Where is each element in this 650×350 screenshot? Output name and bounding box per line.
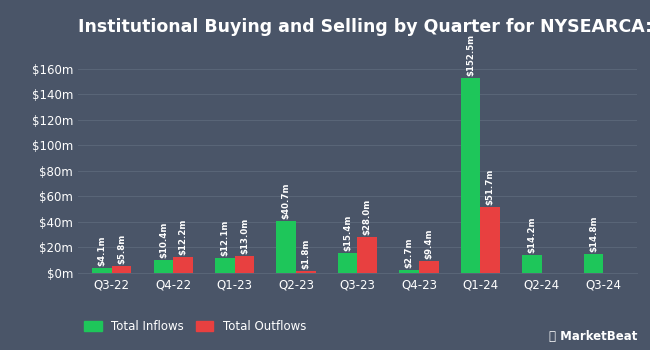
Bar: [584, 254, 603, 273]
Text: $14.2m: $14.2m: [527, 216, 536, 253]
Text: ⼿ MarketBeat: ⼿ MarketBeat: [549, 330, 637, 343]
Bar: [215, 258, 235, 273]
Text: $5.8m: $5.8m: [117, 233, 126, 264]
Text: $14.8m: $14.8m: [589, 216, 598, 252]
Text: $15.4m: $15.4m: [343, 215, 352, 251]
Text: $2.7m: $2.7m: [404, 237, 413, 268]
Bar: [235, 257, 254, 273]
Text: $1.8m: $1.8m: [302, 238, 311, 269]
Text: $152.5m: $152.5m: [466, 34, 475, 76]
Bar: [399, 270, 419, 273]
Bar: [153, 260, 173, 273]
Bar: [461, 78, 480, 273]
Legend: Total Inflows, Total Outflows: Total Inflows, Total Outflows: [84, 320, 306, 333]
Bar: [296, 271, 316, 273]
Text: $10.4m: $10.4m: [159, 222, 168, 258]
Bar: [480, 207, 500, 273]
Bar: [92, 268, 112, 273]
Bar: [522, 255, 542, 273]
Text: $12.1m: $12.1m: [220, 219, 229, 256]
Text: $12.2m: $12.2m: [179, 219, 188, 256]
Text: Institutional Buying and Selling by Quarter for NYSEARCA:KOLD: Institutional Buying and Selling by Quar…: [78, 18, 650, 36]
Bar: [338, 253, 358, 273]
Text: $51.7m: $51.7m: [486, 169, 495, 205]
Text: $13.0m: $13.0m: [240, 218, 249, 254]
Bar: [112, 266, 131, 273]
Text: $28.0m: $28.0m: [363, 199, 372, 235]
Text: $40.7m: $40.7m: [281, 183, 291, 219]
Bar: [276, 221, 296, 273]
Bar: [358, 237, 377, 273]
Text: $9.4m: $9.4m: [424, 229, 434, 259]
Text: $4.1m: $4.1m: [98, 235, 107, 266]
Bar: [173, 257, 193, 273]
Bar: [419, 261, 439, 273]
